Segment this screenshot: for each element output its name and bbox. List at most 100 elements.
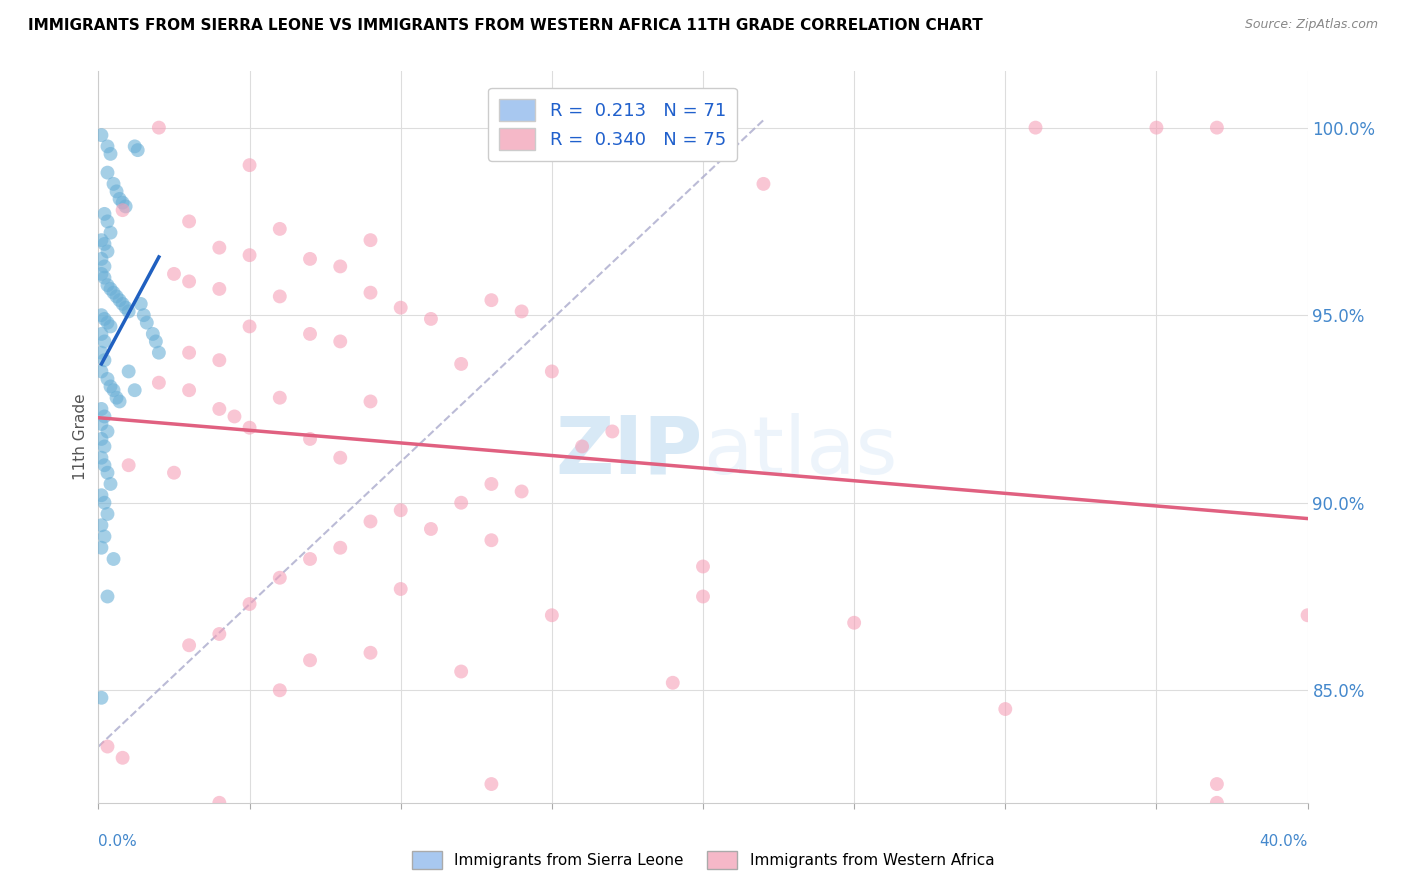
Text: atlas: atlas (703, 413, 897, 491)
Point (129, 297, 152, 311)
Point (360, 515, 382, 529)
Point (420, 312, 443, 326)
Point (299, 252, 322, 266)
Point (163, 267, 186, 281)
Point (360, 285, 382, 300)
Point (239, 420, 262, 434)
Point (510, 484, 533, 499)
Point (93, 409, 115, 424)
Point (90, 417, 112, 431)
Point (142, 326, 165, 341)
Point (329, 334, 352, 349)
Point (114, 199, 136, 213)
Point (179, 638, 201, 652)
Point (179, 345, 201, 359)
Point (93, 458, 115, 473)
Point (96, 507, 118, 521)
Point (111, 203, 134, 218)
Point (602, 425, 624, 439)
Legend: R =  0.213   N = 71, R =  0.340   N = 75: R = 0.213 N = 71, R = 0.340 N = 75 (488, 87, 737, 161)
Point (208, 282, 231, 296)
Point (844, 615, 866, 630)
Point (752, 177, 775, 191)
Point (269, 571, 291, 585)
Text: IMMIGRANTS FROM SIERRA LEONE VS IMMIGRANTS FROM WESTERN AFRICA 11TH GRADE CORREL: IMMIGRANTS FROM SIERRA LEONE VS IMMIGRAN… (28, 18, 983, 33)
Point (269, 289, 291, 303)
Point (299, 432, 322, 446)
Point (93, 260, 115, 274)
Point (93, 312, 115, 326)
Point (96, 425, 118, 439)
Point (127, 143, 149, 157)
Point (299, 653, 322, 667)
Point (111, 297, 134, 311)
Point (93, 529, 115, 543)
Text: ZIP: ZIP (555, 413, 703, 491)
Point (93, 334, 115, 349)
Point (96, 278, 118, 293)
Point (90, 233, 112, 247)
Point (148, 345, 170, 359)
Point (108, 394, 131, 409)
Point (100, 147, 122, 161)
Point (108, 192, 131, 206)
Point (90, 518, 112, 533)
Point (239, 158, 262, 172)
Point (93, 207, 115, 221)
Point (299, 552, 322, 566)
Point (179, 214, 201, 228)
Point (389, 503, 412, 517)
Point (135, 316, 157, 330)
Point (90, 432, 112, 446)
Point (90, 308, 112, 322)
Point (103, 177, 125, 191)
Point (90, 450, 112, 465)
Point (481, 777, 503, 791)
Point (1024, 120, 1046, 135)
Point (179, 383, 201, 397)
Text: 40.0%: 40.0% (1260, 834, 1308, 849)
Point (1296, 608, 1319, 623)
Point (96, 739, 118, 754)
Point (96, 372, 118, 386)
Point (105, 185, 128, 199)
Point (100, 477, 122, 491)
Point (145, 334, 167, 349)
Point (90, 541, 112, 555)
Point (360, 233, 382, 247)
Legend: Immigrants from Sierra Leone, Immigrants from Western Africa: Immigrants from Sierra Leone, Immigrants… (405, 845, 1001, 875)
Point (239, 248, 262, 262)
Point (90, 690, 112, 705)
Point (692, 559, 714, 574)
Point (179, 274, 201, 288)
Point (118, 364, 141, 378)
Point (360, 646, 382, 660)
Point (105, 391, 128, 405)
Point (208, 627, 231, 641)
Point (329, 260, 352, 274)
Text: Source: ZipAtlas.com: Source: ZipAtlas.com (1244, 18, 1378, 31)
Point (571, 440, 593, 454)
Point (96, 244, 118, 259)
Point (118, 304, 141, 318)
Point (1206, 120, 1229, 135)
Point (389, 582, 412, 596)
Point (100, 226, 122, 240)
Point (360, 394, 382, 409)
Point (96, 466, 118, 480)
Y-axis label: 11th Grade: 11th Grade (73, 393, 89, 481)
Point (329, 450, 352, 465)
Point (450, 665, 472, 679)
Point (124, 139, 146, 153)
Point (93, 236, 115, 251)
Point (105, 289, 128, 303)
Point (90, 326, 112, 341)
Point (148, 120, 170, 135)
Point (103, 383, 125, 397)
Point (1206, 796, 1229, 810)
Point (1144, 120, 1167, 135)
Point (239, 319, 262, 334)
Point (299, 326, 322, 341)
Point (96, 214, 118, 228)
Point (269, 683, 291, 698)
